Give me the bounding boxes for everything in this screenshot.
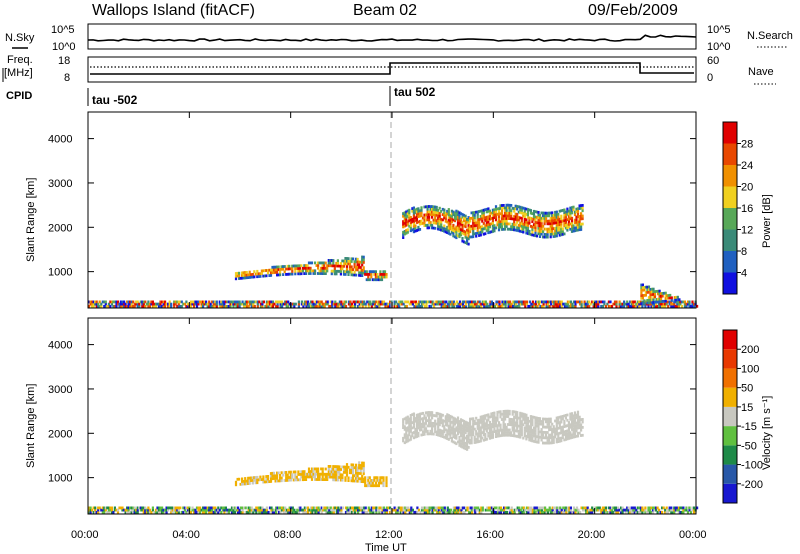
cpid-panel: CPID tau -502 tau 502 [6, 85, 436, 107]
freq-unit-label: [MHz] [4, 67, 33, 79]
time-tick-label: 20:00 [578, 529, 606, 541]
cpid-segment-2: tau 502 [394, 85, 436, 99]
colorbar-tick-label: -100 [741, 460, 763, 472]
time-tick-label: 12:00 [375, 529, 403, 541]
colorbar-tick-label: 12 [741, 225, 753, 237]
colorbar-swatch [723, 349, 737, 369]
colorbar-swatch [723, 208, 737, 230]
range-tick-label: 3000 [48, 178, 72, 190]
colorbar-swatch [723, 186, 737, 208]
sky-label: N.Sky [5, 32, 35, 44]
colorbar-swatch [723, 229, 737, 251]
colorbar-swatch [723, 426, 737, 446]
search-tick-bottom: 10^0 [707, 41, 731, 53]
freq-tick-top: 18 [58, 55, 70, 67]
time-axis-label: Time UT [365, 542, 407, 554]
colorbar-tick-label: 24 [741, 160, 753, 172]
date-title: 09/Feb/2009 [588, 2, 678, 19]
range-tick-label: 2000 [48, 222, 72, 234]
cpid-segment-1: tau -502 [92, 93, 138, 107]
noise-sky-line [87, 34, 697, 42]
colorbar-swatch [723, 251, 737, 273]
colorbar-tick-label: 8 [741, 246, 747, 258]
sky-panel: N.Sky 10^5 10^0 10^5 10^0 N.Search [5, 23, 793, 53]
freq-label: Freq. [7, 54, 33, 66]
colorbar-swatch [723, 387, 737, 407]
range-tick-label: 3000 [48, 384, 72, 396]
beam-title: Beam 02 [353, 2, 417, 19]
velocity-panel: Slant Range [km] 1000 2000 3000 4000 [25, 317, 699, 515]
colorbar-tick-label: 50 [741, 383, 753, 395]
nave-tick-top: 60 [707, 55, 719, 67]
cpid-label: CPID [6, 90, 32, 102]
velocity-colorbar-label: Velocity [m s⁻¹] [761, 396, 773, 470]
sky-tick-bottom: 10^0 [52, 41, 76, 53]
power-ylabel: Slant Range [km] [25, 178, 37, 262]
colorbar-swatch [723, 483, 737, 503]
colorbar-tick-label: 4 [741, 268, 747, 280]
colorbar-swatch [723, 272, 737, 294]
station-title: Wallops Island (fitACF) [92, 2, 255, 19]
velocity-ylabel: Slant Range [km] [25, 384, 37, 468]
colorbar-tick-label: 28 [741, 139, 753, 151]
colorbar-tick-label: 200 [741, 344, 759, 356]
colorbar-tick-label: 15 [741, 402, 753, 414]
colorbar-tick-label: 20 [741, 182, 753, 194]
sky-tick-top: 10^5 [51, 24, 75, 36]
range-tick-label: 4000 [48, 340, 72, 352]
power-colorbar: 4 8 12 16 20 24 28 [722, 121, 753, 295]
colorbar-tick-label: -50 [741, 440, 757, 452]
colorbar-swatch [723, 165, 737, 187]
colorbar-swatch [723, 464, 737, 484]
time-tick-label: 00:00 [679, 529, 707, 541]
power-colorbar-label: Power [dB] [761, 194, 773, 248]
freq-tick-bottom: 8 [64, 72, 70, 84]
colorbar-tick-label: -15 [741, 421, 757, 433]
range-tick-label: 1000 [48, 473, 72, 485]
colorbar-swatch [723, 406, 737, 427]
colorbar-tick-label: -200 [741, 479, 763, 491]
range-tick-label: 4000 [48, 134, 72, 146]
colorbar-swatch [723, 368, 737, 388]
time-tick-label: 00:00 [71, 529, 99, 541]
range-tick-label: 2000 [48, 428, 72, 440]
power-panel: Slant Range [km] 1000 2000 3000 4000 [25, 111, 699, 309]
colorbar-swatch [723, 445, 737, 465]
range-tick-label: 1000 [48, 267, 72, 279]
time-tick-label: 16:00 [476, 529, 504, 541]
search-label: N.Search [747, 30, 793, 42]
colorbar-swatch [723, 330, 737, 350]
time-tick-label: 04:00 [172, 529, 200, 541]
velocity-colorbar: 200 100 50 15 -15 -50 -100 -200 [722, 329, 763, 504]
colorbar-tick-label: 100 [741, 363, 759, 375]
colorbar-swatch [723, 122, 737, 144]
time-tick-label: 08:00 [274, 529, 302, 541]
search-tick-top: 10^5 [707, 24, 731, 36]
nave-label: Nave [748, 66, 774, 78]
freq-line [90, 62, 694, 75]
colorbar-swatch [723, 143, 737, 165]
colorbar-tick-label: 16 [741, 203, 753, 215]
freq-panel: Freq. [MHz] 18 8 60 0 Nave [2, 54, 776, 85]
nave-tick-bottom: 0 [707, 72, 713, 84]
